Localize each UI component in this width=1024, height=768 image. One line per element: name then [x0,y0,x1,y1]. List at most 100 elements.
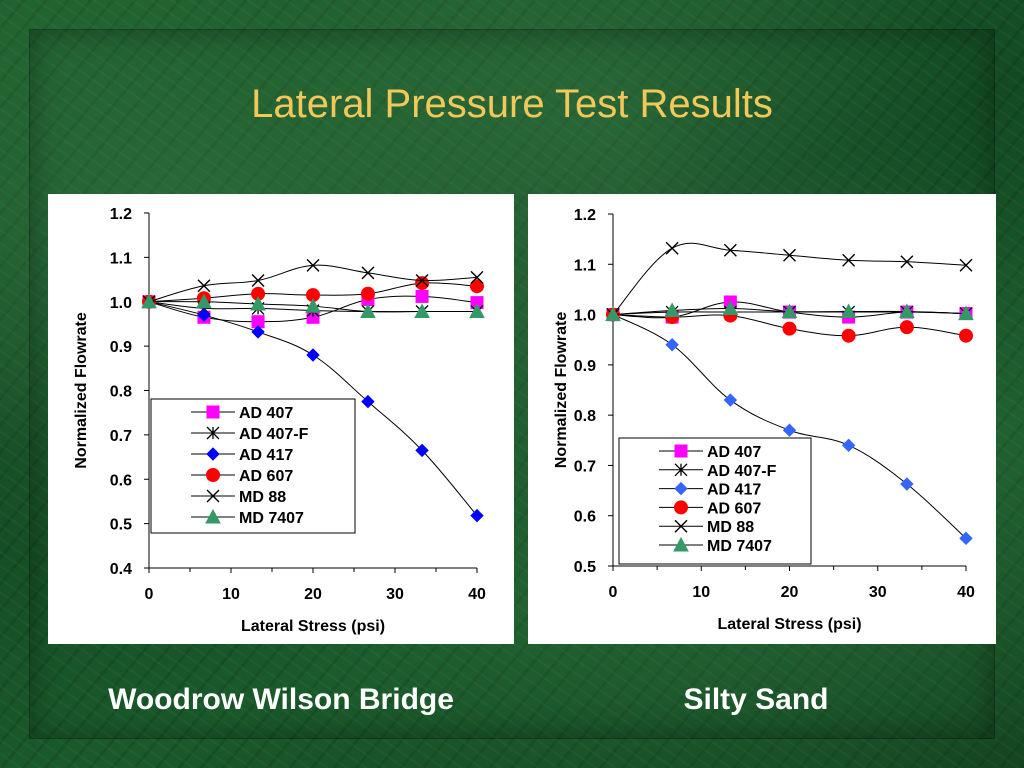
legend-marker [673,536,689,552]
caption-woodrow-wilson-bridge: Woodrow Wilson Bridge [108,683,454,716]
data-point [414,303,430,319]
data-point [665,241,679,255]
data-point [415,273,429,287]
data-point [723,393,738,407]
data-point [251,325,265,339]
series-md-7407 [605,300,974,322]
legend-label: MD 7407 [239,510,304,527]
y-tick-label: 1.1 [110,250,132,267]
data-point [306,348,320,362]
legend-label: AD 407-F [707,463,777,480]
data-point [470,270,484,284]
data-point [783,248,796,262]
x-tick-label: 40 [957,584,975,601]
legend-marker [206,489,220,503]
data-point [470,279,484,294]
x-tick-label: 30 [869,584,887,601]
y-axis-label: Normalized Flowrate [73,312,90,469]
data-point [841,438,856,453]
slide-title: Lateral Pressure Test Results [251,82,773,126]
data-point [958,305,974,321]
chart-panel-silty-sand: 0.5 0.6 0.7 0.8 0.9 1.0 1.1 1.2 0 10 20 30 40 Lateral… [528,194,996,644]
data-point [360,303,376,319]
data-point [959,258,973,272]
legend-label: AD 607 [239,468,293,485]
legend-label: MD 88 [239,489,286,506]
series-md-88 [606,241,973,322]
data-point [197,308,211,322]
y-tick-label: 0.7 [110,428,132,445]
data-point [250,295,266,311]
series-md-7407 [141,293,485,319]
legend-marker [205,508,221,524]
data-point [664,302,680,318]
data-point [722,300,739,316]
y-tick-label: 1.2 [574,207,596,224]
y-axis-label: Normalized Flowrate [553,312,570,469]
data-point [841,328,856,343]
y-tick-label: 1.2 [110,206,132,223]
legend-label: AD 417 [239,447,293,464]
legend-box [618,437,812,565]
y-tick-label: 0.9 [574,358,596,375]
chart-panel-woodrow-wilson: 0.4 0.5 0.6 0.7 0.8 0.9 1.0 1.1 1.2 0 10 20 30 40 Late… [48,194,514,644]
legend-marker [206,468,220,482]
legend-label: MD 7407 [707,538,772,555]
series-md-88 [142,258,484,309]
x-tick-label: 30 [386,586,404,603]
y-tick-label: 0.5 [574,559,596,576]
data-point [196,293,212,309]
data-point [782,321,797,336]
data-point [840,303,857,319]
data-point [469,303,485,319]
data-point [305,298,321,313]
legend-marker [206,426,220,440]
x-tick-label: 20 [304,586,322,603]
x-tick-label: 10 [692,584,710,601]
data-point [959,328,973,343]
data-point [782,423,797,437]
data-point [141,293,157,309]
data-point [781,303,798,319]
y-tick-label: 1.0 [110,295,132,312]
data-point [360,286,375,301]
legend-label: MD 88 [707,519,754,536]
y-tick-label: 0.9 [110,339,132,356]
data-point [899,320,914,335]
data-point [415,443,429,458]
y-tick-label: 0.6 [110,472,132,489]
y-tick-label: 1.1 [574,257,596,274]
data-point [415,276,430,291]
data-point [197,279,211,293]
y-tick-label: 0.6 [574,509,596,526]
data-point [415,289,429,303]
x-tick-label: 20 [781,584,799,601]
data-point [470,508,484,523]
data-point [306,258,320,272]
legend-marker [674,519,688,533]
legend-marker [674,444,688,458]
x-tick-label: 40 [468,586,486,603]
y-tick-label: 0.8 [574,408,596,425]
x-axis-label: Lateral Stress (psi) [717,616,861,633]
x-tick-label: 10 [222,586,240,603]
x-tick-label: 0 [609,584,618,601]
y-tick-label: 0.4 [110,561,132,578]
y-tick-label: 1.0 [574,308,596,325]
legend-marker [674,481,688,496]
legend-marker [206,405,220,419]
x-tick-label: 0 [145,586,154,603]
legend-label: AD 607 [707,500,761,517]
data-point [959,531,973,546]
caption-silty-sand: Silty Sand [683,683,829,716]
flowrate-chart-silty-sand: 0.5 0.6 0.7 0.8 0.9 1.0 1.1 1.2 0 10 20 30 40 Lateral… [553,207,975,633]
x-axis-label: Lateral Stress (psi) [241,618,385,635]
legend-marker [206,447,220,461]
data-point [900,255,914,269]
legend-label: AD 417 [707,482,761,499]
y-tick-label: 0.8 [110,384,132,401]
data-point [899,303,915,319]
legend-marker [674,463,688,477]
